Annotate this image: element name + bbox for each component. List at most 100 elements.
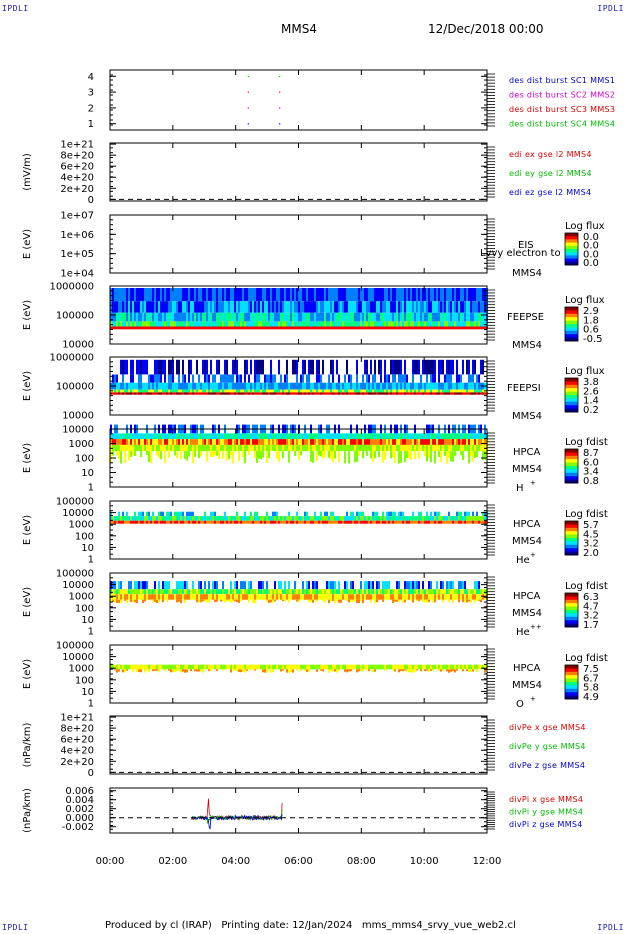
colorbar-cell: [565, 476, 578, 480]
instrument-label: HPCA: [513, 591, 541, 602]
y-tick-label: 100: [75, 675, 94, 686]
x-tick-label: 12:00: [473, 856, 502, 867]
y-axis-label: E (eV): [22, 587, 33, 617]
colorbar-cell: [565, 603, 578, 607]
legend-entry: divPi x gse MMS4: [509, 795, 583, 804]
y-tick-label: 2: [88, 103, 94, 114]
spectrogram-feepse: [110, 288, 488, 330]
y-tick-label: 0: [88, 768, 94, 779]
colorbar-cell: [565, 469, 578, 474]
spacecraft-label: MMS4: [512, 608, 542, 619]
colorbar-title: Log flux: [565, 295, 605, 306]
y-tick-label: 4e+20: [60, 173, 94, 184]
y-tick-label: 10: [81, 543, 94, 554]
colorbar-frame: [564, 592, 579, 628]
corner-logo-bottom-right: IPDLI: [597, 923, 624, 932]
y-tick-label: 100000: [56, 641, 94, 652]
x-tick-label: 02:00: [158, 856, 187, 867]
colorbar-cell: [565, 455, 578, 460]
y-axis-label: E (eV): [22, 229, 33, 259]
y-tick-label: 1000: [69, 520, 94, 531]
plot-title-date: 12/Dec/2018 00:00: [428, 22, 544, 36]
colorbar-cell: [565, 623, 578, 628]
colorbar-tick-label: 6.3: [583, 592, 599, 603]
colorbar-tick-label: 5.7: [583, 520, 599, 531]
y-tick-label: 3: [88, 88, 94, 99]
y-tick-label: 0.000: [65, 813, 94, 824]
y-tick-label: 1000000: [49, 353, 94, 364]
colorbar-cell: [565, 610, 578, 614]
panel-frame: [109, 142, 488, 202]
y-tick-label: 1: [88, 483, 94, 494]
colorbar-cell: [565, 249, 578, 253]
y-tick-label: 4e+20: [60, 746, 94, 757]
y-tick-label: 1e+06: [60, 230, 94, 241]
y-axis-label: (mV/m): [22, 153, 33, 191]
colorbar-cell: [565, 479, 578, 484]
panel-hpca_h: 1 10 100 1000 10000 E (eV) HPCA MMS4 H + Log fdist…: [22, 425, 608, 495]
y-tick-label: 8e+20: [60, 151, 94, 162]
colorbar-cell: [565, 452, 578, 457]
panel-frame: [109, 787, 488, 834]
y-tick-label: 0.006: [65, 786, 94, 797]
colorbar-cell: [565, 534, 578, 539]
instrument-label: HPCA: [513, 519, 541, 530]
colorbar-tick-label: 8.7: [583, 448, 599, 459]
colorbar-frame: [564, 664, 579, 700]
y-tick-label: 100000: [56, 569, 94, 580]
legend-entry: divPe y gse MMS4: [509, 742, 586, 751]
colorbar-cell: [565, 675, 578, 679]
spectrogram-hpca_he1: [110, 511, 488, 524]
colorbar-tick-label: 2.9: [583, 306, 599, 317]
spectrogram-feepsi: [110, 359, 488, 395]
colorbar-tick-label: 6.0: [583, 457, 599, 468]
colorbar: 8.76.03.40.8: [564, 448, 599, 487]
y-axis-label: E (eV): [22, 300, 33, 330]
colorbar-tick-label: 6.7: [583, 673, 599, 684]
colorbar-title: Log fdist: [565, 437, 608, 448]
instrument-label: EIS: [518, 240, 534, 251]
colorbar-tick-label: 4.7: [583, 601, 599, 612]
y-axis-label: E (eV): [22, 659, 33, 689]
y-tick-label: 8e+20: [60, 724, 94, 735]
colorbar-tick-label: 3.2: [583, 539, 599, 550]
colorbar-cell: [565, 613, 578, 618]
colorbar-cell: [565, 261, 578, 266]
colorbar-cell: [565, 551, 578, 556]
y-axis-label: E (eV): [22, 371, 33, 401]
spacecraft-label: MMS4: [512, 464, 542, 475]
colorbar-cell: [565, 337, 578, 342]
colorbar-tick-label: 0.0: [583, 258, 599, 269]
y-tick-label: 100: [75, 531, 94, 542]
data-point: [247, 123, 249, 125]
colorbar-cell: [565, 330, 578, 335]
colorbar-cell: [565, 233, 578, 237]
y-tick-label: 1000: [69, 439, 94, 450]
panel-frame: [109, 644, 488, 704]
data-point: [279, 123, 281, 125]
y-tick-label: 0.004: [65, 795, 94, 806]
spacecraft-label: MMS4: [512, 680, 542, 691]
y-tick-label: 100000: [56, 382, 94, 393]
instrument-label: HPCA: [513, 447, 541, 458]
colorbar-tick-label: 0.0: [583, 249, 599, 260]
colorbar-tick-label: 1.8: [583, 315, 599, 326]
corner-logo-bottom-left: IPDLI: [2, 923, 29, 932]
spacecraft-label: MMS4: [512, 340, 542, 351]
colorbar-cell: [565, 245, 578, 250]
footer-credit: Produced by cl (IRAP) Printing date: 12/…: [105, 920, 516, 931]
colorbar-cell: [565, 320, 578, 325]
colorbar-tick-label: 0.6: [583, 325, 599, 336]
colorbar-tick-label: 5.8: [583, 683, 599, 694]
legend-entry: des dist burst SC2 MMS2: [509, 91, 615, 100]
colorbar: 0.00.00.00.0: [564, 232, 599, 269]
colorbar-cell: [565, 236, 578, 240]
colorbar-cell: [565, 408, 578, 413]
colorbar-cell: [565, 596, 578, 601]
colorbar-cell: [565, 391, 578, 396]
colorbar-cell: [565, 541, 578, 546]
